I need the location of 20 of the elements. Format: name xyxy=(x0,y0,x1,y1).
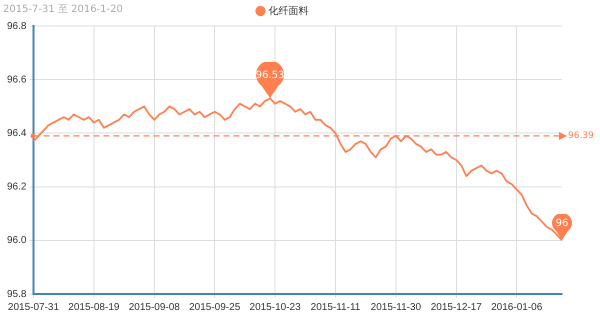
x-tick-label: 2015-07-31 xyxy=(8,302,60,313)
x-tick-label: 2015-11-11 xyxy=(310,302,361,313)
x-tick-label: 2015-08-19 xyxy=(68,302,120,313)
data-label: 96.53 xyxy=(256,70,284,82)
y-tick-label: 96.4 xyxy=(6,128,27,139)
data-label: 96 xyxy=(556,218,568,230)
legend-label: 化纤面料 xyxy=(268,4,308,17)
x-tick-label: 2015-12-17 xyxy=(430,302,482,313)
ref-line-label: 96.39 xyxy=(568,131,594,142)
y-tick-label: 96.6 xyxy=(6,74,27,86)
y-tick-label: 96.0 xyxy=(6,235,27,246)
x-tick-label: 2015-11-30 xyxy=(370,302,422,313)
x-tick-label: 2016-01-06 xyxy=(491,302,543,313)
y-tick-label: 96.8 xyxy=(6,20,27,32)
y-tick-label: 95.8 xyxy=(6,288,27,300)
x-tick-label: 2015-09-25 xyxy=(189,302,241,313)
x-tick-label: 2015-09-08 xyxy=(128,302,180,313)
y-tick-label: 96.2 xyxy=(6,182,27,193)
chart-title: 2015-7-31 至 2016-1-20 xyxy=(3,3,123,16)
x-tick-label: 2015-10-23 xyxy=(250,302,302,313)
